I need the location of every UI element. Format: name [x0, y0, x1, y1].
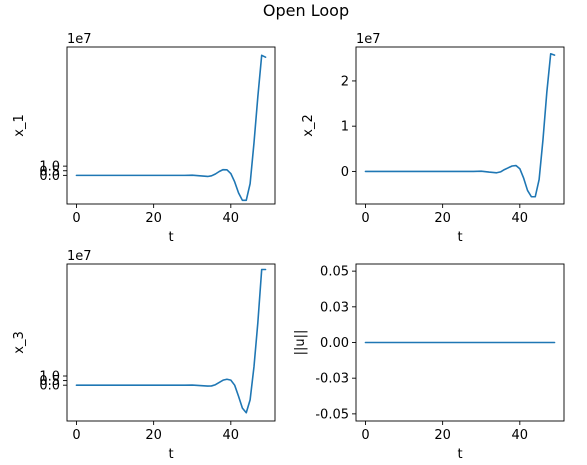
x-tick-label-u-1: 20 — [434, 428, 451, 443]
y-tick-label-u-4: 0.05 — [320, 265, 349, 280]
y-tick-label-x3-0: 0.0 — [39, 379, 60, 394]
x-tick-label-x3-1: 20 — [145, 428, 162, 443]
y-axis-label-u: ||u|| — [293, 330, 308, 356]
x-tick-label-x3-0: 0 — [72, 428, 80, 443]
y-tick-label-x2-0: 0 — [341, 165, 349, 180]
y-axis-label-x1: x_1 — [12, 114, 27, 136]
axes-frame-x3 — [66, 263, 276, 422]
figure-title: Open Loop — [263, 1, 349, 20]
y-axis-label-x2: x_2 — [301, 114, 316, 136]
y-tick-label-x2-2: 2 — [341, 74, 349, 89]
axes-frame-x1 — [66, 46, 276, 205]
offset-text-x2: 1e7 — [356, 32, 381, 47]
x-tick-label-x3-2: 40 — [223, 428, 240, 443]
series-line-x2-0 — [364, 52, 556, 198]
x-tick-label-u-2: 40 — [512, 428, 529, 443]
y-axis-label-x3: x_3 — [12, 331, 27, 353]
x-axis-label-u: t — [457, 447, 462, 462]
y-tick-label-u-3: 0.03 — [320, 300, 349, 315]
x-tick-label-x1-0: 0 — [72, 211, 80, 226]
subplot-u-norm: 0 20 40 -0.05 -0.03 0.00 0.03 0.05 t ||u|| — [293, 263, 565, 462]
y-tick-label-u-1: -0.03 — [315, 372, 349, 387]
y-tick-label-x1-1: 0.5 — [39, 164, 60, 179]
series-line-x1-0 — [75, 54, 267, 202]
offset-text-x3: 1e7 — [67, 249, 92, 264]
y-tick-label-x2-1: 1 — [341, 120, 349, 135]
subplot-x1: 0 20 40 0.00.51.0 t x_1 1e7 — [12, 32, 276, 245]
axes-frame-x2 — [355, 46, 565, 205]
subplot-x2: 0 20 40 0 1 2 t x_2 1e7 — [301, 32, 565, 245]
x-axis-label-x3: t — [168, 447, 173, 462]
y-tick-label-x1-0: 0.0 — [39, 169, 60, 184]
x-tick-label-x1-1: 20 — [145, 211, 162, 226]
y-tick-label-u-0: -0.05 — [315, 407, 349, 422]
subplot-x3: 0 20 40 0.00.51.0 t x_3 1e7 — [12, 249, 276, 462]
x-tick-label-u-0: 0 — [361, 428, 369, 443]
x-tick-label-x2-2: 40 — [512, 211, 529, 226]
x-tick-label-x2-0: 0 — [361, 211, 369, 226]
y-tick-label-x1-2: 1.0 — [39, 160, 60, 175]
y-tick-label-u-2: 0.00 — [320, 336, 349, 351]
y-tick-label-x3-1: 0.5 — [39, 374, 60, 389]
series-line-x3-0 — [75, 268, 267, 414]
offset-text-x1: 1e7 — [67, 32, 92, 47]
x-axis-label-x1: t — [168, 230, 173, 245]
y-tick-label-x3-2: 1.0 — [39, 370, 60, 385]
x-tick-label-x1-2: 40 — [223, 211, 240, 226]
x-tick-label-x2-1: 20 — [434, 211, 451, 226]
x-axis-label-x2: t — [457, 230, 462, 245]
